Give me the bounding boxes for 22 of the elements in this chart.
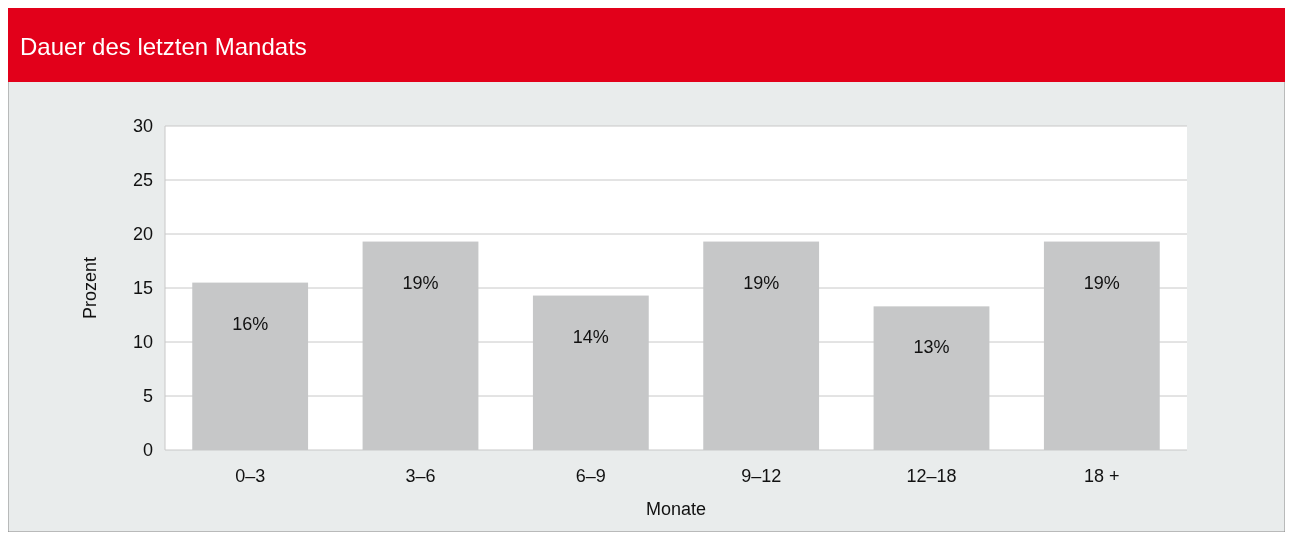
x-axis-title: Monate — [645, 499, 707, 519]
data-label: 16% — [232, 313, 269, 334]
x-tick-label: 12–18 — [906, 466, 957, 486]
x-tick-label: 18 + — [1084, 466, 1120, 486]
data-label: 19% — [743, 272, 780, 293]
y-tick-label: 0 — [142, 440, 153, 461]
y-axis-title: Prozent — [80, 256, 100, 320]
y-tick-label: 10 — [132, 332, 153, 353]
x-tick-label: 9–12 — [741, 466, 782, 486]
y-tick-label: 20 — [132, 224, 153, 245]
y-tick-label: 30 — [132, 116, 153, 137]
y-tick-label: 25 — [132, 170, 153, 191]
data-label: 14% — [572, 326, 609, 347]
data-label: 19% — [1083, 272, 1120, 293]
data-label: 13% — [913, 337, 950, 358]
y-tick-label: 5 — [142, 386, 153, 407]
data-label: 19% — [402, 272, 439, 293]
x-tick-label: 0–3 — [235, 466, 266, 486]
y-tick-label: 15 — [132, 278, 153, 299]
x-tick-label: 6–9 — [575, 466, 606, 486]
chart-title: Dauer des letzten Mandats — [20, 33, 307, 60]
x-tick-label: 3–6 — [405, 466, 436, 486]
